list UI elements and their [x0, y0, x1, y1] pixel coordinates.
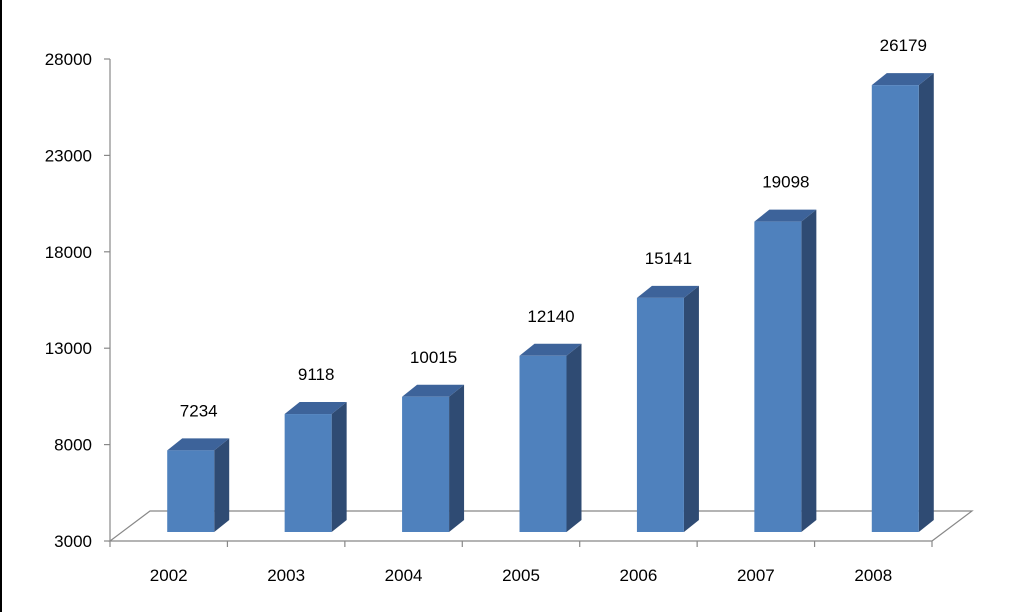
data-label-2004: 10015 [410, 348, 457, 367]
data-label-2003: 9118 [298, 365, 335, 384]
bar-side-face [801, 209, 817, 532]
bar-front-face [167, 450, 215, 532]
bar-2003 [284, 402, 347, 532]
x-tick-label: 2006 [620, 566, 658, 585]
bar-top-face [519, 343, 582, 356]
bar-top-face [754, 209, 817, 222]
bar-top-face [284, 402, 347, 415]
x-tick-label: 2003 [267, 566, 305, 585]
bar-2004 [402, 384, 465, 532]
x-tick-label: 2004 [385, 566, 423, 585]
data-labels: 7234 9118 10015 12140 15141 19098 26179 [180, 36, 927, 420]
y-tick-label: 3000 [54, 532, 92, 551]
y-tick-label: 23000 [45, 146, 92, 165]
y-tick-label: 8000 [54, 436, 92, 455]
bar-top-face [402, 384, 465, 397]
y-tick-label: 28000 [45, 50, 92, 69]
bar-side-face [214, 438, 230, 532]
bar-top-face [167, 438, 230, 451]
bar-front-face [754, 221, 802, 532]
bar-side-face [566, 343, 582, 532]
x-tick-label: 2007 [737, 566, 775, 585]
x-tick-label: 2005 [502, 566, 540, 585]
bar-front-face [519, 355, 567, 532]
bar-front-face [871, 85, 919, 532]
x-tick-label: 2002 [150, 566, 188, 585]
y-axis [104, 58, 933, 547]
bar-front-face [284, 414, 332, 532]
y-tick-labels: 3000 8000 13000 18000 23000 28000 [45, 50, 92, 551]
floor-plane [108, 510, 974, 542]
bar-2007 [754, 209, 817, 532]
bar-2002 [167, 438, 230, 532]
data-label-2007: 19098 [762, 173, 809, 192]
bar-top-face [636, 285, 699, 298]
data-label-2005: 12140 [527, 307, 574, 326]
y-tick-label: 13000 [45, 339, 92, 358]
data-label-2006: 15141 [645, 249, 692, 268]
bars [167, 73, 934, 532]
chart-floor [108, 510, 974, 542]
bar-2008 [871, 73, 934, 532]
bar-side-face [918, 73, 934, 532]
bar-2005 [519, 343, 582, 532]
data-label-2002: 7234 [180, 401, 218, 420]
bar-side-face [331, 402, 347, 532]
bar-front-face [402, 396, 450, 532]
bar-side-face [683, 285, 699, 532]
x-tick-labels: 2002 2003 2004 2005 2006 2007 2008 [150, 566, 892, 585]
bar-2006 [636, 285, 699, 532]
y-tick-label: 18000 [45, 243, 92, 262]
bar-top-face [871, 73, 934, 86]
left-frame-border [0, 0, 2, 612]
data-label-2008: 26179 [880, 36, 927, 55]
bar-front-face [636, 297, 684, 532]
x-tick-label: 2008 [854, 566, 892, 585]
bar-side-face [449, 384, 465, 532]
